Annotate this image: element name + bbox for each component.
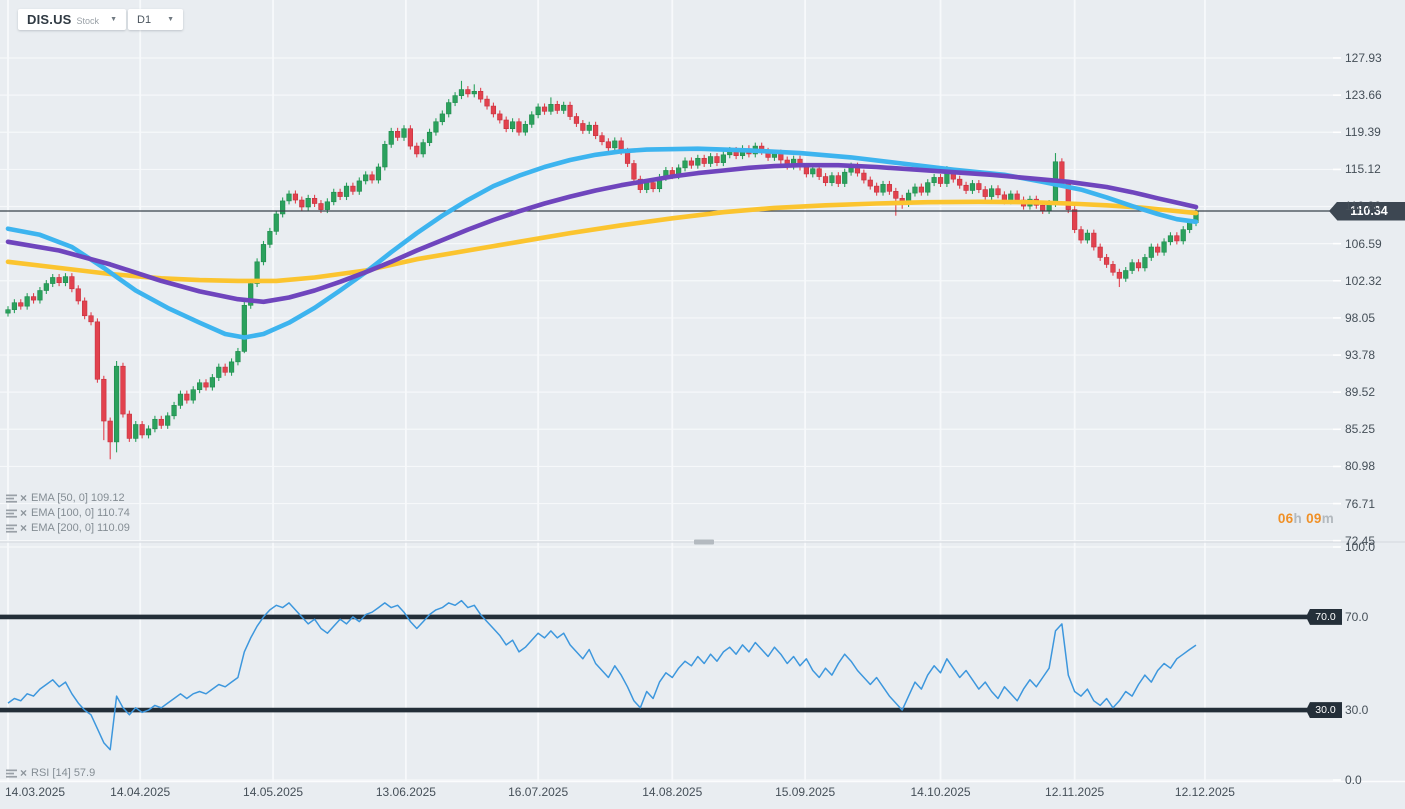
ema200-legend: × EMA [200, 0] 110.09 [6,521,130,535]
chevron-down-icon: ▼ [110,16,117,23]
price-tick-label: 80.98 [1345,459,1376,474]
price-tick-label: 102.32 [1345,273,1382,288]
ema50-legend: × EMA [50, 0] 109.12 [6,491,125,505]
price-tick-label: 85.25 [1345,422,1376,437]
rsi-lower-level-badge: 30.0 [1306,702,1342,719]
price-tick-label: 123.66 [1345,88,1382,103]
date-tick-label: 12.12.2025 [1174,785,1235,799]
ema50-legend-label: EMA [50, 0] 109.12 [31,492,125,504]
date-tick-label: 12.11.2025 [1045,785,1105,799]
indicator-settings-icon[interactable] [6,509,17,518]
price-tick-label: 89.52 [1345,385,1376,400]
rsi-tick-label: 70.0 [1345,609,1369,624]
date-tick-label: 14.05.2025 [243,785,304,799]
remove-indicator-icon[interactable]: × [20,506,28,520]
symbol-selector[interactable]: DIS.US Stock ▼ [18,9,126,30]
price-tick-label: 119.39 [1345,125,1381,140]
remove-indicator-icon[interactable]: × [20,491,28,505]
chevron-down-icon: ▼ [167,16,174,23]
remove-indicator-icon[interactable]: × [20,766,28,780]
price-tick-label: 106.59 [1345,236,1382,251]
indicator-settings-icon[interactable] [6,769,17,778]
price-tick-label: 115.12 [1345,162,1381,177]
price-tick-label: 127.93 [1345,50,1382,65]
rsi-tick-label: 100.0 [1345,540,1376,554]
date-tick-label: 14.04.2025 [110,785,171,799]
rsi-tick-label: 30.0 [1345,703,1369,718]
date-tick-label: 14.08.2025 [642,785,703,799]
price-tick-label: 110.86 [1345,199,1381,214]
session-countdown-timer: 06h 09m [1278,511,1334,526]
rsi-legend: × RSI [14] 57.9 [6,766,95,780]
price-tick-label: 72.45 [1345,533,1376,548]
panel-resize-handle [694,539,714,545]
ema100-legend: × EMA [100, 0] 110.74 [6,506,130,520]
date-tick-label: 14.03.2025 [5,785,66,799]
price-tick-label: 98.05 [1345,310,1376,325]
timer-minutes: 09 [1306,511,1322,526]
rsi-tick-label: 0.0 [1345,773,1362,787]
current-price-badge: 110.34 [1329,201,1405,221]
date-tick-label: 13.06.2025 [375,785,436,799]
timer-minutes-unit: m [1321,511,1334,526]
rsi-upper-level-badge: 70.0 [1306,608,1342,625]
date-tick-label: 14.10.2025 [910,785,971,799]
timer-hours: 06 [1277,511,1294,526]
date-tick-label: 16.07.2025 [508,785,569,799]
ema100-legend-label: EMA [100, 0] 110.74 [31,507,130,519]
price-tick-label: 93.78 [1345,348,1376,363]
date-tick-label: 15.09.2025 [775,785,836,799]
indicator-settings-icon[interactable] [6,494,17,503]
timeframe-label: D1 [137,13,152,26]
symbol-type-label: Stock [76,15,100,26]
price-tick-label: 76.71 [1345,496,1376,511]
timeframe-selector[interactable]: D1 ▼ [128,9,183,30]
indicator-settings-icon[interactable] [6,524,17,533]
symbol-name: DIS.US [27,12,72,27]
remove-indicator-icon[interactable]: × [20,521,28,535]
ema200-legend-label: EMA [200, 0] 110.09 [31,522,130,534]
rsi-legend-label: RSI [14] 57.9 [31,767,96,779]
timer-hours-unit: h [1293,511,1302,526]
